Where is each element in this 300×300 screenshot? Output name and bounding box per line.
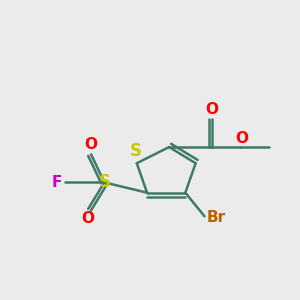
Text: O: O [85,137,98,152]
Text: O: O [205,102,218,117]
Text: F: F [52,175,62,190]
Text: Br: Br [207,210,226,225]
Text: O: O [235,130,248,146]
Text: O: O [82,211,95,226]
Text: S: S [98,173,110,191]
Text: S: S [129,142,141,160]
